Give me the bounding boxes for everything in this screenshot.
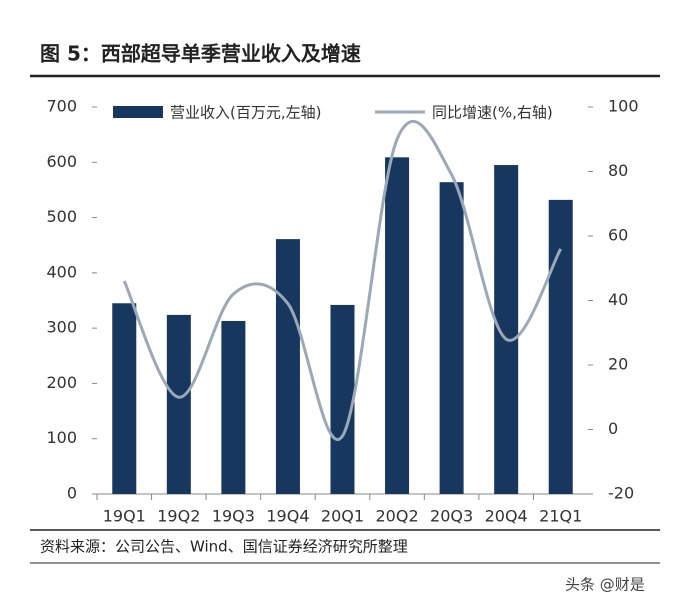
y-tick-label: 400 <box>46 262 77 281</box>
y-tick-label: 500 <box>46 207 77 226</box>
legend-swatch <box>113 106 163 118</box>
y2-tick-label: 0 <box>608 419 618 438</box>
y2-tick-label: 20 <box>608 355 628 374</box>
y-tick-label: 100 <box>46 428 77 447</box>
bar <box>221 320 246 494</box>
y-tick-label: 200 <box>46 373 77 392</box>
bar <box>385 157 410 494</box>
y2-tick-label: 100 <box>608 97 639 116</box>
x-tick-label: 20Q3 <box>430 507 473 526</box>
x-tick-label: 20Q2 <box>375 507 418 526</box>
y2-tick-label: 80 <box>608 161 628 180</box>
x-tick-label: 20Q4 <box>485 507 528 526</box>
x-tick-label: 19Q4 <box>266 507 309 526</box>
source: 资料来源：公司公告、Wind、国信证券经济研究所整理 <box>40 538 408 556</box>
chart-title: 图 5：西部超导单季营业收入及增速 <box>40 42 361 66</box>
legend-label: 营业收入(百万元,左轴) <box>170 104 321 122</box>
line <box>122 120 563 441</box>
watermark: 头条 @财是 <box>565 576 645 594</box>
bar <box>330 304 355 494</box>
x-tick-label: 19Q1 <box>103 507 146 526</box>
bar <box>112 303 137 494</box>
y-tick-label: 300 <box>46 318 77 337</box>
x-tick-label: 20Q1 <box>321 507 364 526</box>
y-tick-label: 0 <box>67 484 77 503</box>
bar <box>166 314 191 494</box>
x-tick-label: 19Q2 <box>157 507 200 526</box>
bar <box>275 239 300 494</box>
bar <box>439 182 464 494</box>
y2-tick-label: 40 <box>608 290 628 309</box>
y-tick-label: 700 <box>46 97 77 116</box>
y2-tick-label: -20 <box>608 484 634 503</box>
x-tick-label: 21Q1 <box>539 507 582 526</box>
legend-label: 同比增速(%,右轴) <box>432 104 553 122</box>
y2-tick-label: 60 <box>608 226 628 245</box>
bar <box>548 199 573 494</box>
x-tick-label: 19Q3 <box>212 507 255 526</box>
y-tick-label: 600 <box>46 152 77 171</box>
